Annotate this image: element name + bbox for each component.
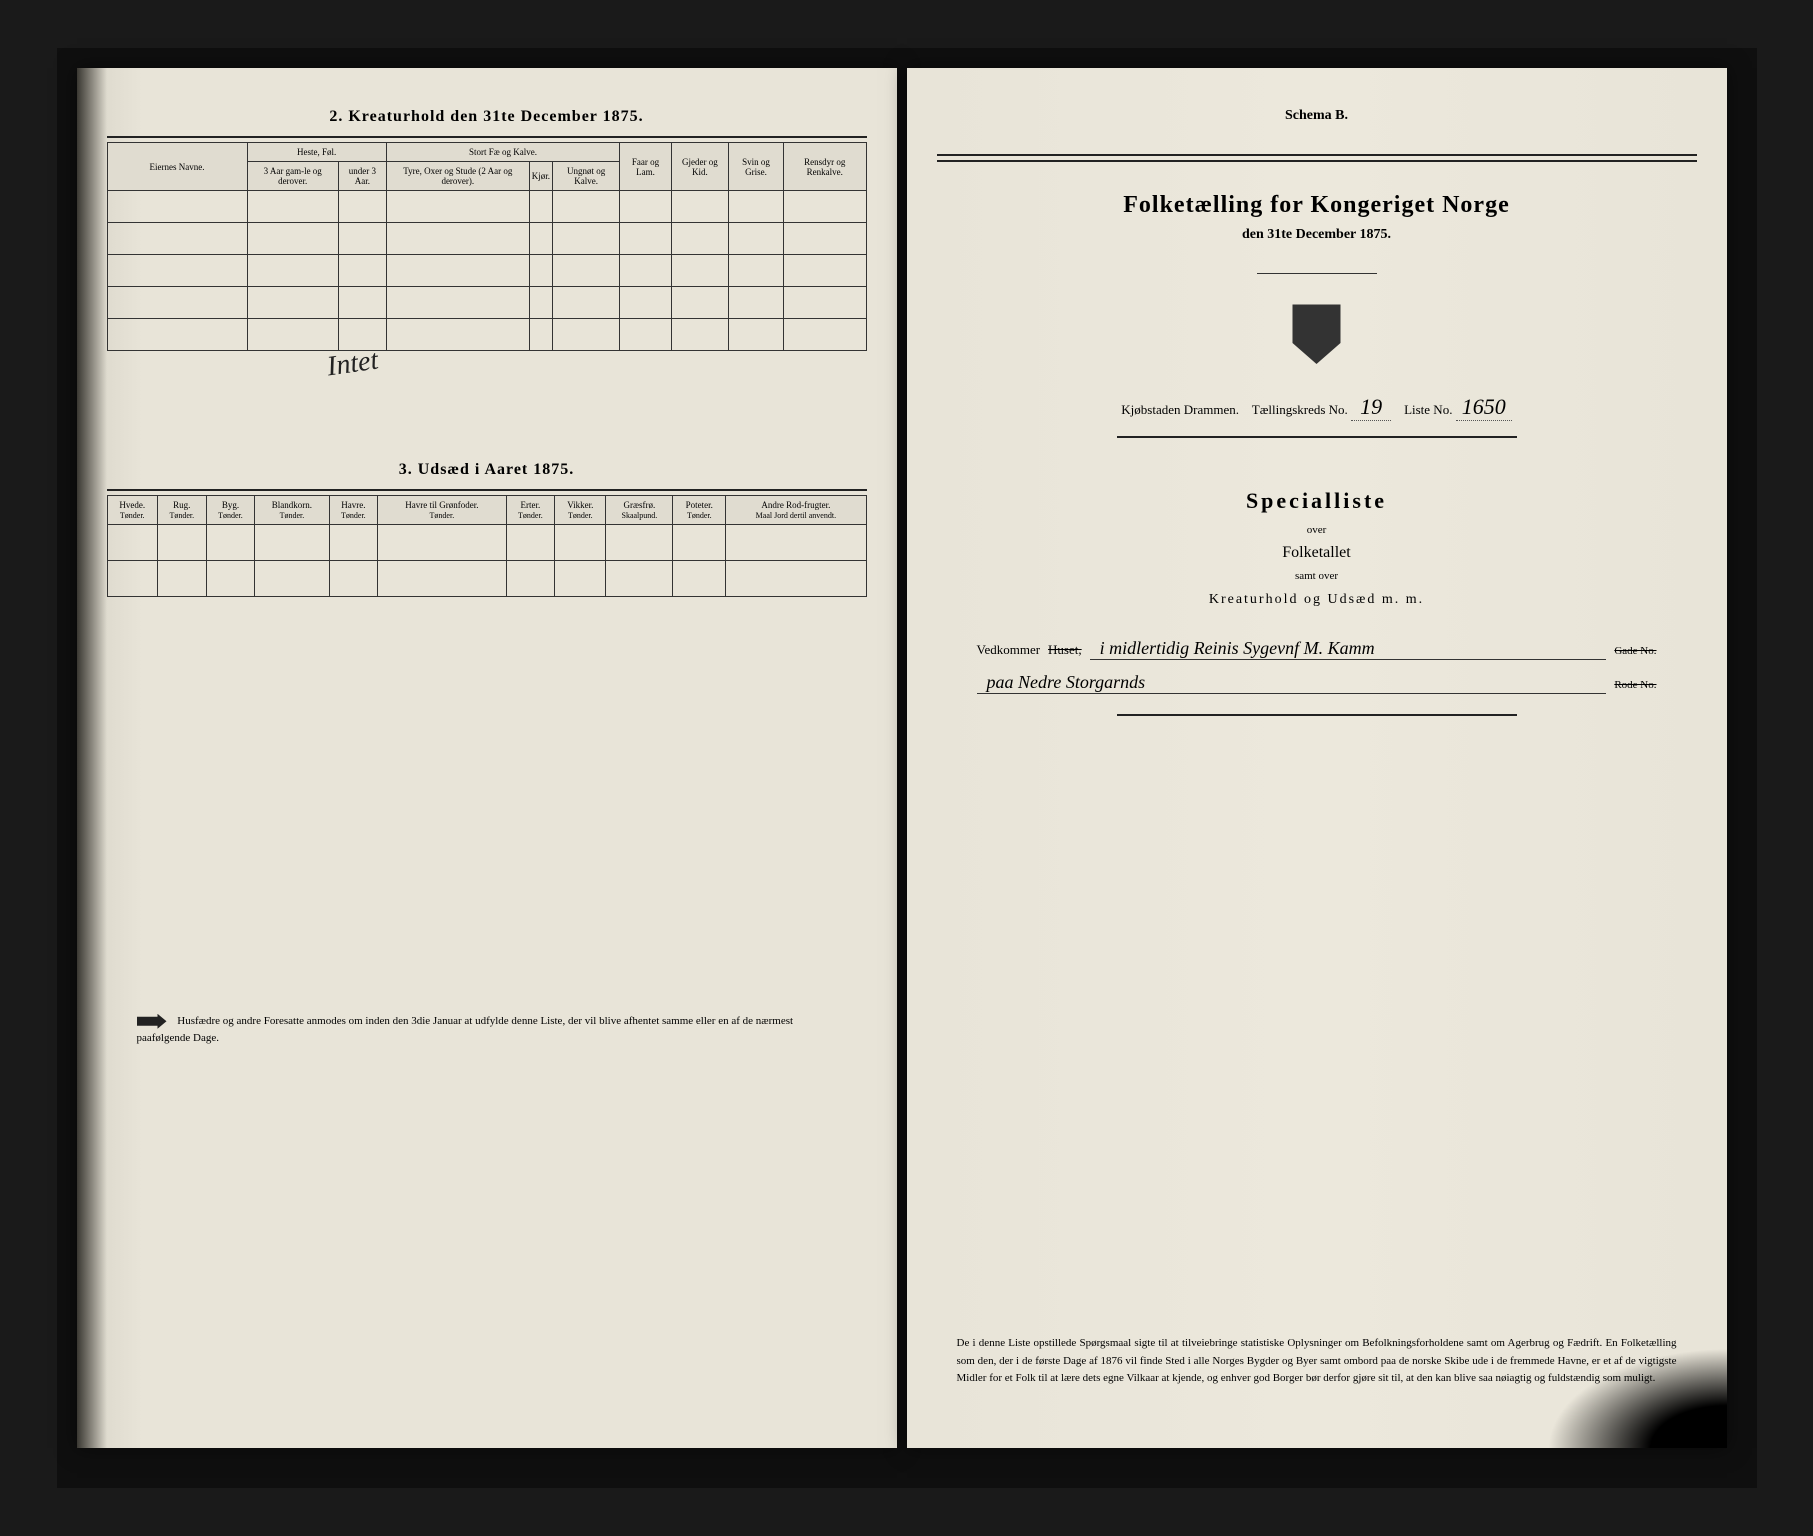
vedkommer-line-1: Vedkommer Huset, i midlertidig Reinis Sy… — [977, 638, 1657, 660]
rule — [1257, 273, 1377, 274]
rule — [107, 136, 867, 138]
table-row — [107, 319, 866, 351]
col-owner: Eiernes Navne. — [107, 143, 247, 191]
document-spread: 2. Kreaturhold den 31te December 1875. E… — [57, 48, 1757, 1488]
col-oats-green: Havre til Grønfoder.Tønder. — [378, 496, 506, 525]
schema-label: Schema B. — [937, 108, 1697, 124]
table-row — [107, 191, 866, 223]
col-roots: Andre Rod-frugter.Maal Jord dertil anven… — [726, 496, 866, 525]
pointing-hand-icon — [137, 1014, 167, 1029]
left-footer-note: Husfædre og andre Foresatte anmodes om i… — [137, 1013, 847, 1048]
col-horseU3: under 3 Aar. — [338, 162, 386, 191]
vedkommer-label: Vedkommer — [977, 642, 1041, 658]
main-title: Folketælling for Kongeriget Norge — [937, 192, 1697, 219]
huset-struck: Huset, — [1048, 642, 1082, 658]
vedkommer-line-2: paa Nedre Storgarnds Rode No. — [977, 672, 1657, 694]
right-page: Schema B. Folketælling for Kongeriget No… — [907, 68, 1727, 1448]
table-row — [107, 561, 866, 597]
left-page: 2. Kreaturhold den 31te December 1875. E… — [77, 68, 897, 1448]
col-bull: Tyre, Oxer og Stude (2 Aar og derover). — [386, 162, 529, 191]
rule — [1117, 714, 1517, 716]
col-grass: Græsfrø.Skaalpund. — [606, 496, 673, 525]
kreds-value: 19 — [1351, 394, 1391, 421]
rule — [937, 154, 1697, 156]
liste-label: Liste No. — [1404, 402, 1452, 417]
table-row — [107, 525, 866, 561]
over-text-1: over — [937, 524, 1697, 536]
gade-label: Gade No. — [1614, 645, 1656, 657]
sub-title: den 31te December 1875. — [937, 227, 1697, 243]
col-rye: Rug.Tønder. — [157, 496, 206, 525]
col-vetch: Vikker.Tønder. — [555, 496, 606, 525]
sowing-table: Hvede.Tønder. Rug.Tønder. Byg.Tønder. Bl… — [107, 495, 867, 597]
kreds-label: Tællingskreds No. — [1252, 402, 1348, 417]
rule — [937, 160, 1697, 162]
note-text: Husfædre og andre Foresatte anmodes om i… — [137, 1015, 794, 1045]
rule — [107, 489, 867, 491]
liste-value: 1650 — [1456, 394, 1512, 421]
folketallet-heading: Folketallet — [937, 544, 1697, 562]
col-pig: Svin og Grise. — [729, 143, 784, 191]
section-2-title: 2. Kreaturhold den 31te December 1875. — [107, 108, 867, 126]
specialliste-heading: Specialliste — [937, 488, 1697, 514]
table-row — [107, 223, 866, 255]
col-oats: Havre.Tønder. — [329, 496, 378, 525]
location-label: Kjøbstaden Drammen. — [1121, 402, 1239, 417]
table-row — [107, 255, 866, 287]
hand-line-1: i midlertidig Reinis Sygevnf M. Kamm — [1090, 638, 1607, 660]
over-text-2: samt over — [937, 570, 1697, 582]
col-goat: Gjeder og Kid. — [671, 143, 728, 191]
col-cow: Kjør. — [529, 162, 552, 191]
col-barley: Byg.Tønder. — [206, 496, 255, 525]
col-wheat: Hvede.Tønder. — [107, 496, 157, 525]
col-peas: Erter.Tønder. — [506, 496, 555, 525]
col-sheep: Faar og Lam. — [620, 143, 672, 191]
hand-line-2: paa Nedre Storgarnds — [977, 672, 1607, 694]
binding-shadow — [77, 68, 107, 1448]
kreatur-heading: Kreaturhold og Udsæd m. m. — [937, 592, 1697, 608]
col-mixed: Blandkorn.Tønder. — [255, 496, 329, 525]
col-young: Ungnøt og Kalve. — [553, 162, 620, 191]
col-group-horses: Heste, Føl. — [247, 143, 386, 162]
table-row — [107, 287, 866, 319]
col-group-cattle: Stort Fæ og Kalve. — [386, 143, 619, 162]
col-potato: Poteter.Tønder. — [673, 496, 726, 525]
section-3-title: 3. Udsæd i Aaret 1875. — [107, 461, 867, 479]
handwritten-annotation: Intet — [325, 345, 380, 384]
col-horse3: 3 Aar gam-le og derover. — [247, 162, 338, 191]
col-reindeer: Rensdyr og Renkalve. — [784, 143, 866, 191]
livestock-table: Eiernes Navne. Heste, Føl. Stort Fæ og K… — [107, 142, 867, 351]
rode-label: Rode No. — [1614, 679, 1656, 691]
rule — [1117, 436, 1517, 438]
corner-shadow — [1547, 1348, 1727, 1448]
vedkommer-block: Vedkommer Huset, i midlertidig Reinis Sy… — [977, 638, 1657, 694]
location-line: Kjøbstaden Drammen. Tællingskreds No. 19… — [977, 394, 1657, 421]
coat-of-arms-icon — [1287, 294, 1347, 364]
